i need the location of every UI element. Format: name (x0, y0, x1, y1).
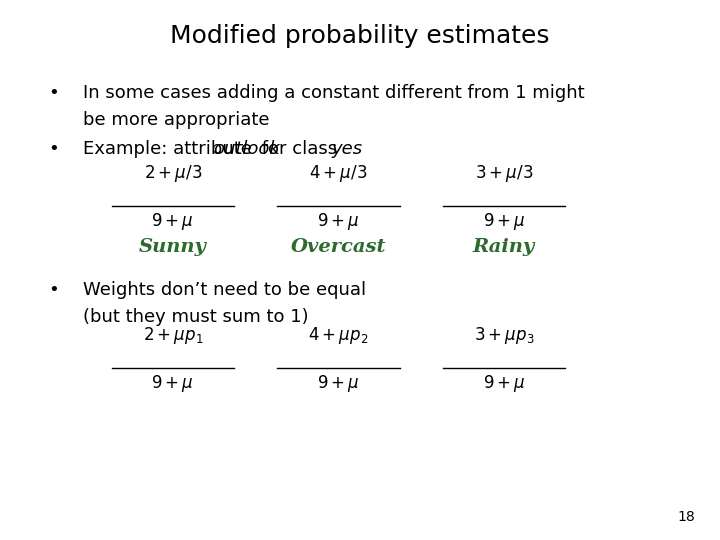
Text: $9 + \mu$: $9 + \mu$ (151, 211, 194, 232)
Text: $4 + \mu/3$: $4 + \mu/3$ (309, 163, 368, 184)
Text: Rainy: Rainy (473, 238, 535, 255)
Text: $2 + \mu p_1$: $2 + \mu p_1$ (143, 325, 203, 346)
Text: Modified probability estimates: Modified probability estimates (170, 24, 550, 48)
Text: yes: yes (331, 140, 362, 158)
Text: (but they must sum to 1): (but they must sum to 1) (83, 308, 308, 326)
Text: $4 + \mu p_2$: $4 + \mu p_2$ (308, 325, 369, 346)
Text: $9 + \mu$: $9 + \mu$ (317, 211, 360, 232)
Text: $9 + \mu$: $9 + \mu$ (482, 373, 526, 394)
Text: 18: 18 (677, 510, 695, 524)
Text: $3 + \mu/3$: $3 + \mu/3$ (474, 163, 534, 184)
Text: Weights don’t need to be equal: Weights don’t need to be equal (83, 281, 366, 299)
Text: •: • (49, 140, 59, 158)
Text: $9 + \mu$: $9 + \mu$ (317, 373, 360, 394)
Text: •: • (49, 281, 59, 299)
Text: •: • (49, 84, 59, 102)
Text: $3 + \mu p_3$: $3 + \mu p_3$ (474, 325, 534, 346)
Text: $2 + \mu/3$: $2 + \mu/3$ (143, 163, 202, 184)
Text: Overcast: Overcast (291, 238, 386, 255)
Text: outlook: outlook (213, 140, 279, 158)
Text: $9 + \mu$: $9 + \mu$ (482, 211, 526, 232)
Text: be more appropriate: be more appropriate (83, 111, 269, 129)
Text: for class: for class (256, 140, 343, 158)
Text: In some cases adding a constant different from 1 might: In some cases adding a constant differen… (83, 84, 585, 102)
Text: Example: attribute: Example: attribute (83, 140, 258, 158)
Text: Sunny: Sunny (139, 238, 207, 255)
Text: $9 + \mu$: $9 + \mu$ (151, 373, 194, 394)
